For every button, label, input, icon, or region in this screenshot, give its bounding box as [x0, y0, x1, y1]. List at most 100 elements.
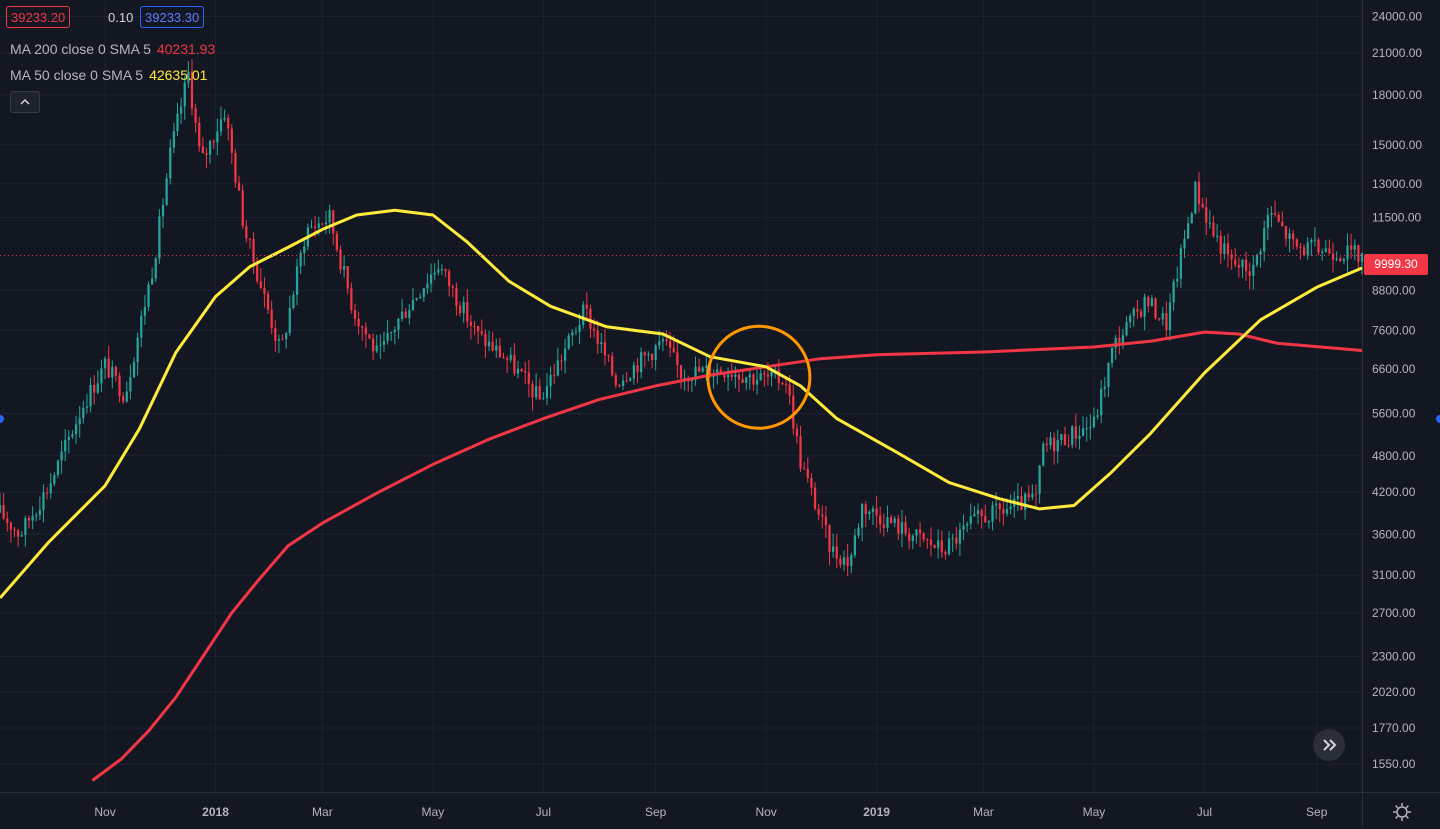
ma50-value: 42635.01 [149, 67, 208, 83]
candle-body [234, 152, 237, 183]
candle-body [697, 366, 701, 372]
time-axis-label: May [422, 805, 445, 819]
candle-body [205, 153, 208, 155]
candle-body [788, 384, 791, 396]
candle-body [603, 342, 607, 356]
candle-body [256, 262, 259, 282]
candle-body [1339, 258, 1342, 261]
candle-body [1165, 313, 1168, 331]
candle-body [342, 266, 346, 270]
candle-body [151, 278, 154, 285]
ma200-legend[interactable]: MA 200 close 0 SMA 5 40231.93 [10, 41, 215, 57]
candle-body [386, 333, 389, 342]
candle-body [498, 345, 502, 358]
candle-body [683, 377, 686, 379]
candle-body [1139, 311, 1143, 317]
candle-body [1281, 221, 1284, 227]
candle-body [1023, 493, 1027, 510]
candle-body [1324, 248, 1327, 252]
time-axis-label: 2018 [202, 805, 229, 819]
candle-body [1241, 259, 1244, 268]
bid-price-box[interactable]: 39233.20 [6, 6, 71, 28]
candle-body [509, 354, 512, 360]
candle-body [734, 374, 737, 377]
candle-body [379, 344, 382, 346]
candle-body [165, 178, 168, 205]
candle-body [346, 266, 349, 289]
candle-body [466, 302, 469, 322]
candle-body [998, 503, 1001, 510]
candle-body [563, 348, 567, 361]
candle-body [701, 367, 704, 372]
candle-body [719, 369, 722, 374]
candle-body [578, 324, 581, 332]
candle-body [248, 238, 252, 240]
candle-body [1049, 437, 1052, 446]
candle-body [299, 252, 302, 267]
candle-body [708, 365, 712, 378]
candle-body [201, 146, 204, 154]
candle-body [419, 297, 422, 299]
candle-body [1273, 213, 1277, 215]
scroll-to-realtime-button[interactable] [1313, 729, 1345, 761]
chart-settings-button[interactable] [1390, 800, 1414, 824]
candle-body [100, 368, 103, 384]
candle-body [245, 226, 248, 239]
candle-body [364, 327, 367, 335]
candle-body [781, 382, 784, 385]
candle-body [491, 341, 494, 351]
candle-body [1071, 426, 1074, 445]
candle-body [1089, 426, 1092, 429]
candle-body [1205, 207, 1208, 223]
candle-body [64, 439, 67, 452]
candle-body [187, 71, 190, 83]
candle-body [672, 347, 675, 353]
price-axis-label: 2700.00 [1372, 606, 1416, 620]
price-axis-label: 7600.00 [1372, 323, 1416, 337]
candle-body [458, 305, 462, 314]
candle-body [716, 369, 719, 375]
candle-body [321, 223, 324, 225]
candle-body [813, 487, 817, 509]
candle-body [20, 535, 23, 537]
candle-body [241, 190, 244, 227]
candle-body [484, 333, 487, 347]
candle-body [169, 147, 172, 179]
candle-body [1299, 246, 1302, 248]
candle-body [1313, 239, 1317, 241]
time-axis-label: Mar [973, 805, 994, 819]
candle-body [31, 515, 34, 521]
candle-body [958, 529, 962, 544]
ma200-label: MA 200 close 0 SMA 5 [10, 41, 151, 57]
candle-body [1042, 443, 1045, 466]
candle-body [107, 358, 110, 378]
candle-body [103, 358, 107, 369]
candle-body [918, 529, 922, 534]
candle-body [9, 522, 12, 530]
candle-body [1350, 245, 1353, 250]
candle-body [440, 269, 444, 271]
candle-body [1321, 251, 1324, 253]
candle-body [1230, 254, 1233, 260]
ma50-legend[interactable]: MA 50 close 0 SMA 5 42635.01 [10, 67, 207, 83]
candle-body [444, 269, 447, 272]
ask-price-box[interactable]: 39233.30 [140, 6, 205, 28]
collapse-legend-button[interactable] [10, 91, 40, 113]
candle-body [404, 311, 407, 318]
candle-body [835, 546, 838, 559]
candle-body [1237, 264, 1240, 268]
candle-body [618, 385, 621, 387]
candle-body [1306, 242, 1309, 255]
candle-body [560, 360, 563, 362]
candle-body [1009, 506, 1012, 510]
candle-body [730, 374, 733, 377]
candle-body [252, 238, 255, 263]
candle-body [944, 552, 947, 555]
candle-body [1129, 315, 1132, 323]
candle-body [777, 369, 780, 383]
candle-body [1335, 258, 1338, 260]
candle-body [763, 373, 766, 375]
candle-body [665, 339, 668, 341]
candle-body [723, 373, 726, 378]
